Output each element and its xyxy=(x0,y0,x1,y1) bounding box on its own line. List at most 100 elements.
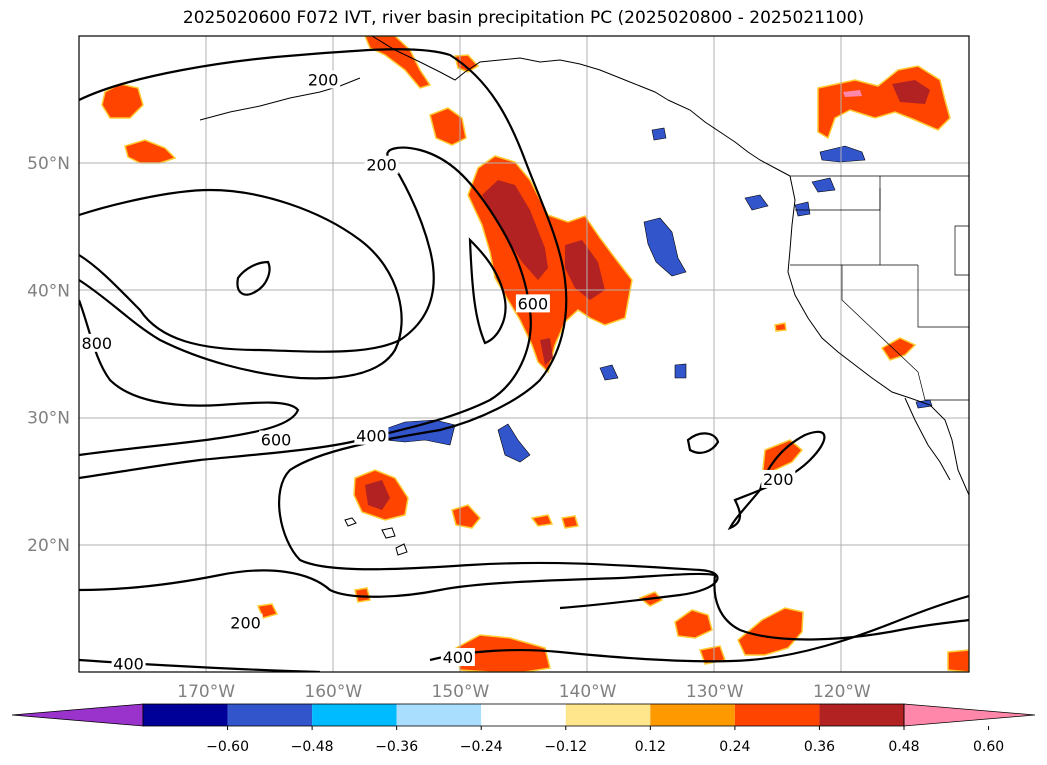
coast-west-us xyxy=(787,175,969,496)
precip-neg-small-2 xyxy=(674,363,687,379)
colorbar-tick-label: −0.36 xyxy=(375,739,418,755)
precip-region-small-1 xyxy=(530,514,554,527)
ivt-contours xyxy=(79,48,969,672)
colorbar-tick-label: −0.12 xyxy=(544,739,587,755)
ivt-contour-800 xyxy=(79,299,300,457)
contour-label: 200 xyxy=(230,614,261,633)
ivt-contour-600 xyxy=(79,146,532,480)
precip-region-hawaii-e xyxy=(451,504,481,529)
colorbar-tick-label: 0.36 xyxy=(804,739,835,755)
contour-labels: 200 200 600 800 600 400 200 200 400 400 xyxy=(79,70,796,673)
colorbar-tick-label: 0.48 xyxy=(888,739,919,755)
colorbar: −0.60 −0.48 −0.36 −0.24 −0.12 0.12 0.24 0.36 0.4… xyxy=(11,703,1036,755)
coast-hawaii-2 xyxy=(381,527,396,539)
ivt-contour-200-south xyxy=(79,569,716,598)
precip-positive-regions xyxy=(101,36,969,672)
lat-tick-label: 30°N xyxy=(27,409,70,429)
precip-region-south-2 xyxy=(674,609,713,639)
colorbar-swatch xyxy=(481,704,566,726)
precip-pink-canada xyxy=(843,90,862,97)
contour-label: 200 xyxy=(366,156,397,175)
colorbar-extend-high xyxy=(903,703,1036,727)
latitude-labels: 50°N 40°N 30°N 20°N xyxy=(27,154,70,556)
precip-neg-offshore xyxy=(643,217,687,277)
colorbar-swatch xyxy=(227,704,313,726)
precip-region-socal xyxy=(880,337,917,361)
colorbar-swatch xyxy=(396,704,482,726)
colorbar-tick-label: 0.12 xyxy=(635,739,666,755)
chart-title: 2025020600 F072 IVT, river basin precipi… xyxy=(182,8,865,28)
contour-label-bg xyxy=(111,654,146,672)
precip-region-south-4 xyxy=(947,649,969,672)
ivt-contour-east-loop xyxy=(727,430,826,531)
precip-region-small-2 xyxy=(561,515,579,529)
colorbar-tick-label: 0.60 xyxy=(973,739,1004,755)
contour-label: 200 xyxy=(763,470,794,489)
state-borders xyxy=(790,175,969,401)
precip-neg-small-4 xyxy=(794,201,811,217)
colorbar-border xyxy=(142,703,905,727)
contour-label-bg xyxy=(515,294,550,313)
contour-label-bg xyxy=(228,613,263,632)
precip-region-sw-1 xyxy=(354,587,371,603)
colorbar-swatch xyxy=(565,704,651,726)
colorbar-tick-label: 0.24 xyxy=(719,739,750,755)
contour-label-bg xyxy=(761,469,796,488)
contour-label: 400 xyxy=(356,427,387,446)
lon-tick-label: 130°W xyxy=(686,682,744,702)
ivt-contour-east-small xyxy=(686,432,720,454)
contour-label-bg xyxy=(79,333,114,352)
border-az xyxy=(917,371,969,401)
contour-label: 600 xyxy=(261,430,292,449)
border-ut xyxy=(954,225,969,276)
plot-border xyxy=(78,35,970,673)
contour-label: 600 xyxy=(518,294,549,313)
lon-tick-label: 160°W xyxy=(304,682,362,702)
contour-label: 400 xyxy=(113,654,144,673)
precip-core-south xyxy=(540,338,553,365)
colorbar-swatch xyxy=(312,704,397,726)
lon-tick-label: 170°W xyxy=(177,682,235,702)
precip-core-canada xyxy=(892,80,930,104)
precip-neg-small-3 xyxy=(651,127,667,141)
coast-alaska-panhandle xyxy=(667,99,791,177)
border-nv xyxy=(917,265,969,328)
precip-neg-pnw xyxy=(811,177,836,193)
contour-label: 400 xyxy=(443,648,474,667)
precip-neg-pnw-2 xyxy=(744,194,769,211)
ivt-contour-200-southeast xyxy=(713,574,969,641)
precip-negative-regions xyxy=(381,127,933,463)
contour-label: 800 xyxy=(82,334,113,353)
coast-alaska xyxy=(371,36,669,101)
contour-label-bg xyxy=(364,155,399,174)
precip-neg-small-1 xyxy=(599,364,619,381)
lon-tick-label: 140°W xyxy=(559,682,617,702)
precip-region-small-3 xyxy=(774,322,787,332)
contour-label-bg xyxy=(306,70,341,89)
ivt-contour-400-south xyxy=(79,594,969,672)
colorbar-tick-label: −0.24 xyxy=(460,739,503,755)
lat-tick-label: 50°N xyxy=(27,154,70,174)
coast-hawaii-1 xyxy=(344,517,357,527)
precip-neg-canada xyxy=(819,145,866,163)
colorbar-swatch xyxy=(734,704,820,726)
plot-area xyxy=(79,36,969,672)
ivt-contour-400-mid xyxy=(79,188,403,380)
colorbar-tick-label: −0.48 xyxy=(291,739,334,755)
precip-core-hawaii-ne xyxy=(365,480,390,510)
lat-tick-label: 20°N xyxy=(27,536,70,556)
precip-region-south-1 xyxy=(737,607,804,656)
lon-tick-label: 120°W xyxy=(813,682,871,702)
ivt-contour-200-north xyxy=(79,48,719,610)
lat-tick-label: 40°N xyxy=(27,281,70,301)
colorbar-tick-label: −0.60 xyxy=(206,739,249,755)
gridlines xyxy=(79,36,969,672)
contour-label-bg xyxy=(259,430,294,449)
coast-baja xyxy=(904,397,951,481)
colorbar-swatch xyxy=(143,704,228,726)
lon-tick-label: 150°W xyxy=(432,682,490,702)
contour-label: 200 xyxy=(308,71,339,90)
precip-neg-central xyxy=(381,419,456,446)
colorbar-extend-low xyxy=(11,703,144,727)
precip-core-offshore xyxy=(565,240,605,300)
